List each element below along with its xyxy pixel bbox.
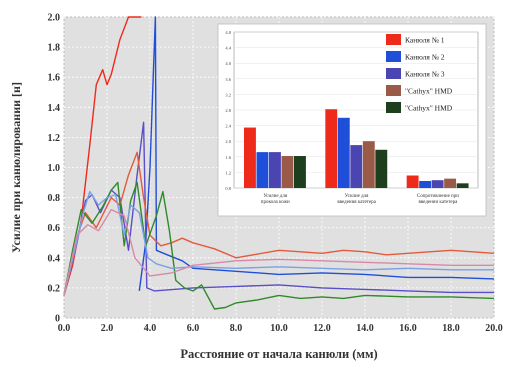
inset-bar	[350, 145, 363, 188]
inset-bar	[456, 183, 469, 188]
x-tick-label: 16.0	[399, 323, 417, 334]
inset-bar	[294, 156, 306, 188]
inset-bar	[431, 180, 444, 188]
x-tick-label: 8.0	[230, 323, 243, 334]
x-axis-label: Расстояние от начала канюли (мм)	[180, 347, 377, 361]
legend-swatch	[386, 102, 401, 113]
inset-y-tick-label: 3.2	[225, 92, 231, 97]
x-tick-label: 18.0	[442, 323, 460, 334]
inset-bar	[269, 152, 281, 188]
inset-y-tick-label: 1.2	[225, 170, 231, 175]
y-tick-label: 0.2	[48, 283, 61, 294]
y-tick-label: 1.0	[48, 163, 61, 174]
series-line	[63, 181, 495, 310]
legend-swatch	[386, 51, 401, 62]
inset-bar	[362, 141, 375, 188]
series-line	[63, 190, 494, 296]
x-tick-label: 14.0	[356, 323, 374, 334]
inset-bar	[256, 152, 269, 188]
y-axis-label: Усилие при канюлировании [н]	[9, 82, 23, 253]
inset-category-label-line: Усилие для	[345, 194, 370, 199]
main-x-tick-labels: 0.0 2.0 4.0 6.0 8.0 10.0 12.0 14.0 16.0 18.0 20.0	[58, 323, 503, 334]
inset-y-tick-label: 2.4	[225, 124, 231, 129]
legend-label: Канюля № 2	[405, 53, 445, 62]
x-tick-label: 12.0	[313, 323, 331, 334]
y-tick-label: 1.6	[48, 73, 61, 84]
legend-swatch	[386, 85, 401, 96]
inset-y-tick-label: 4.0	[225, 61, 231, 66]
inset-y-tick-label: 2.8	[225, 108, 231, 113]
inset-category-label-line: введения катетера	[337, 200, 376, 205]
y-tick-label: 0.4	[48, 253, 61, 264]
x-tick-label: 10.0	[270, 323, 288, 334]
legend-label: "Cathyx" HMD	[405, 87, 453, 96]
main-y-tick-labels: 0 0.2 0.4 0.6 0.8 1.0 1.2 1.4 1.6 1.8 2.0	[48, 13, 61, 325]
inset-bar	[244, 127, 256, 188]
inset-y-tick-label: 4.8	[225, 30, 231, 35]
inset-y-tick-label: 1.6	[225, 155, 231, 160]
inset-legend: Канюля № 1 Канюля № 2 Канюля № 3 "Cathyx" H…	[386, 34, 453, 113]
y-tick-label: 0.6	[48, 223, 61, 234]
legend-label: Канюля № 1	[405, 36, 445, 45]
x-tick-label: 0.0	[58, 323, 71, 334]
inset-y-tick-label: 4.4	[225, 46, 231, 51]
y-tick-label: 1.8	[48, 43, 61, 54]
inset-y-tick-label: 2.0	[225, 139, 231, 144]
series-line	[63, 208, 494, 296]
inset-bars	[244, 109, 469, 188]
inset-bar	[419, 180, 432, 188]
inset-category-label-line: введении катетера	[418, 200, 458, 205]
inset-y-tick-labels: 4.8 4.4 4.0 3.6 3.2 2.8 2.4 2.0 1.6 1.2 0.8	[225, 30, 231, 191]
main-series-lines	[63, 16, 495, 310]
legend-label: "Cathyx" HMD	[405, 104, 453, 113]
x-tick-label: 2.0	[101, 323, 114, 334]
x-tick-label: 20.0	[485, 323, 503, 334]
legend-swatch	[386, 34, 401, 45]
inset-bar	[281, 156, 294, 188]
y-tick-label: 2.0	[48, 13, 61, 24]
inset-category-label-line: Сопротивление при	[417, 194, 459, 199]
inset-category-label: Усилие для прокола кожи	[261, 194, 290, 205]
inset-category-label-line: прокола кожи	[261, 200, 290, 205]
series-line	[63, 151, 495, 296]
y-tick-label: 0	[55, 314, 60, 325]
inset-bar	[337, 117, 350, 188]
y-tick-label: 0.8	[48, 193, 61, 204]
inset-bar	[444, 178, 457, 188]
legend-label: Канюля № 3	[405, 70, 445, 79]
y-tick-label: 1.4	[48, 103, 61, 114]
series-line	[138, 16, 495, 291]
inset-category-label: Сопротивление при введении катетера	[417, 194, 459, 205]
inset-bar	[375, 149, 388, 188]
x-tick-label: 4.0	[144, 323, 157, 334]
inset-y-tick-label: 3.6	[225, 77, 231, 82]
y-tick-label: 1.2	[48, 133, 61, 144]
inset-bar-chart: 4.8 4.4 4.0 3.6 3.2 2.8 2.4 2.0 1.6 1.2 0.8 Усилие…	[217, 23, 487, 217]
inset-category-label-line: Усилие для	[263, 194, 288, 199]
inset-y-tick-label: 0.8	[225, 186, 231, 191]
x-tick-label: 6.0	[187, 323, 200, 334]
inset-bar	[325, 109, 338, 188]
legend-swatch	[386, 68, 401, 79]
inset-category-label: Усилие для введения катетера	[337, 194, 376, 205]
inset-bar	[406, 175, 419, 188]
